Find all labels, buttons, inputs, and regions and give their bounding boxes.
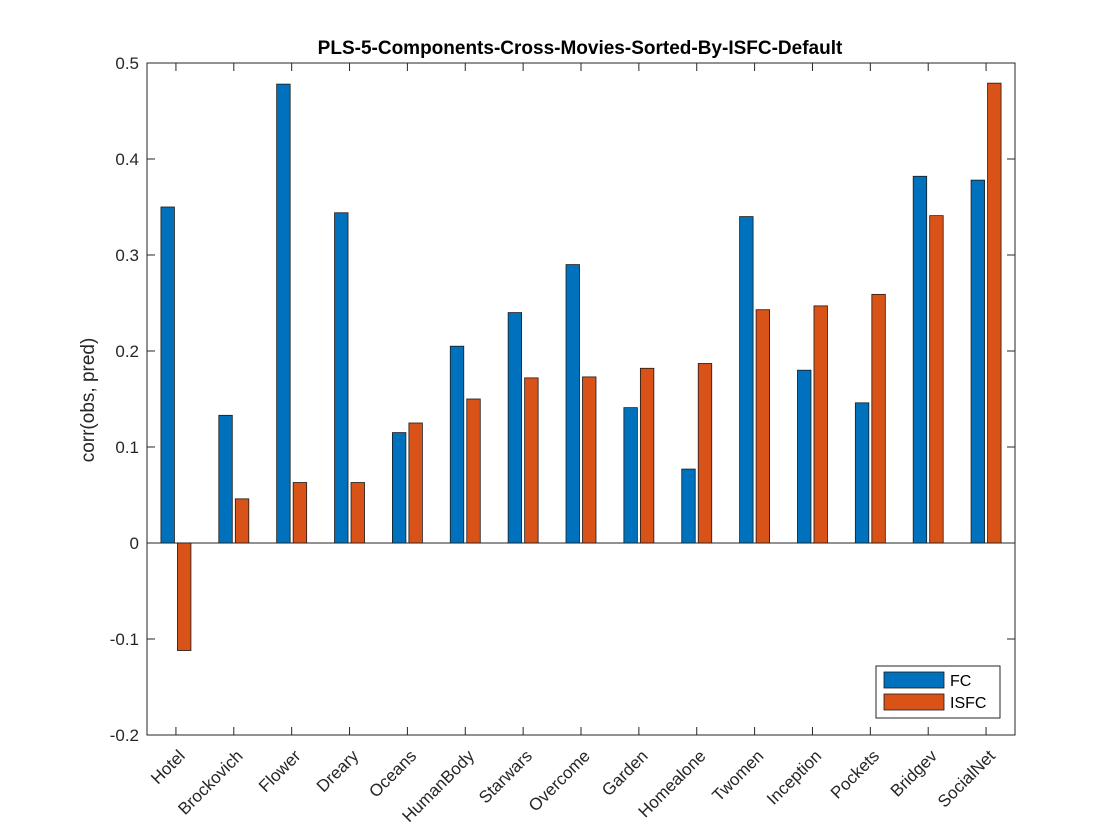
bar-fc-brockovich	[218, 414, 233, 544]
bar-fc-dreary	[334, 212, 349, 544]
bar-isfc-garden	[639, 367, 655, 544]
bar-fc-flower	[276, 83, 291, 544]
bar-isfc-humanbody	[466, 398, 481, 544]
chart-title: PLS-5-Components-Cross-Movies-Sorted-By-…	[318, 38, 843, 59]
y-tick-label: -0.1	[110, 630, 139, 649]
y-tick-label: 0.4	[115, 150, 139, 169]
legend-swatch-isfc	[883, 693, 945, 711]
bar-fc-pockets	[854, 402, 870, 544]
bar-isfc-brockovich	[234, 498, 250, 544]
bar-isfc-flower	[292, 482, 308, 544]
y-axis-label: corr(obs, pred)	[78, 338, 99, 463]
bar-fc-overcome	[565, 264, 580, 544]
bar-isfc-twomen	[755, 309, 770, 544]
bar-isfc-bridgev	[929, 215, 944, 544]
y-tick-label: 0.1	[115, 438, 139, 457]
legend-swatch-fc	[883, 671, 945, 689]
bar-isfc-dreary	[350, 482, 365, 544]
legend-label-fc: FC	[950, 673, 971, 690]
bar-fc-hotel	[160, 206, 175, 544]
y-tick-label: 0.2	[115, 342, 139, 361]
bar-fc-socialnet	[970, 179, 985, 544]
bar-isfc-oceans	[408, 422, 423, 544]
bar-fc-garden	[623, 407, 638, 544]
y-tick-label: 0.3	[115, 246, 139, 265]
bar-fc-homealone	[681, 468, 696, 544]
bar-isfc-overcome	[582, 376, 597, 544]
bar-isfc-inception	[813, 305, 828, 544]
legend-label-isfc: ISFC	[950, 695, 986, 712]
bar-isfc-homealone	[697, 363, 713, 544]
y-tick-label: 0	[130, 534, 139, 553]
bar-isfc-socialnet	[987, 82, 1002, 544]
bar-fc-twomen	[739, 216, 754, 544]
bar-fc-bridgev	[912, 175, 928, 544]
legend: FC ISFC	[875, 665, 1001, 719]
y-tick-label: 0.5	[115, 54, 139, 73]
y-tick-label: -0.2	[110, 726, 139, 745]
bar-fc-humanbody	[449, 345, 465, 544]
bar-isfc-hotel	[177, 542, 192, 651]
bar-isfc-pockets	[871, 293, 886, 544]
bar-fc-oceans	[391, 432, 407, 544]
bar-fc-inception	[797, 369, 812, 544]
bar-fc-starwars	[507, 312, 523, 544]
bar-isfc-starwars	[524, 377, 539, 544]
